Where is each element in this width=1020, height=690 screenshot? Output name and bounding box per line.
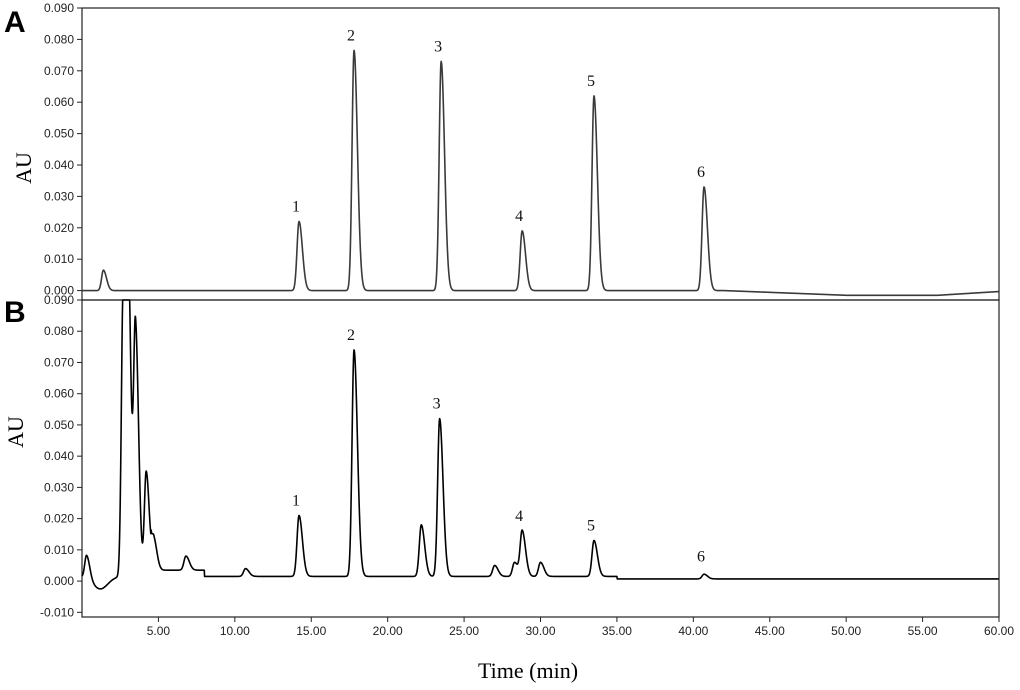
panel-a-trace bbox=[81, 49, 1000, 297]
x-tick-label: 55.00 bbox=[908, 624, 938, 638]
y-tick-label: 0.080 bbox=[44, 32, 74, 46]
panel-a-y-axis-label: AU bbox=[11, 152, 36, 184]
peak-label: 4 bbox=[515, 508, 523, 525]
panel-a-plot: 0.000 0.010 0.020 0.030 0.040 0.050 0.060 0.070… bbox=[44, 1, 1000, 298]
y-tick-label: 0.090 bbox=[44, 293, 74, 307]
y-tick-label: 0.050 bbox=[44, 127, 74, 141]
peak-label: 1 bbox=[292, 492, 300, 509]
y-tick-label: 0.030 bbox=[44, 189, 74, 203]
y-tick-label: 0.080 bbox=[44, 324, 74, 338]
panel-letter-b: B bbox=[4, 296, 26, 329]
y-tick-label: 0.070 bbox=[44, 64, 74, 78]
x-tick-label: 25.00 bbox=[449, 624, 479, 638]
x-tick-label: 20.00 bbox=[373, 624, 403, 638]
panel-b-frame bbox=[81, 299, 1000, 618]
peak-label: 5 bbox=[587, 73, 595, 90]
y-tick-label: 0.090 bbox=[44, 1, 74, 15]
y-tick-label: 0.040 bbox=[44, 449, 74, 463]
x-tick-label: 45.00 bbox=[755, 624, 785, 638]
peak-label: 6 bbox=[697, 549, 705, 566]
x-tick-label: 40.00 bbox=[678, 624, 708, 638]
y-tick-label: 0.030 bbox=[44, 480, 74, 494]
peak-label: 1 bbox=[292, 199, 300, 216]
panel-b-trace bbox=[81, 299, 1000, 590]
x-tick-label: 5.00 bbox=[147, 624, 171, 638]
x-tick-label: 50.00 bbox=[831, 624, 861, 638]
peak-label: 4 bbox=[515, 208, 523, 225]
x-tick-label: 30.00 bbox=[525, 624, 555, 638]
peak-label: 2 bbox=[347, 27, 355, 44]
panel-b-plot: -0.010 0.000 0.010 0.020 0.030 0.040 0.050 0.06… bbox=[40, 293, 1014, 638]
peak-label: 2 bbox=[347, 327, 355, 344]
y-tick-label: 0.020 bbox=[44, 512, 74, 526]
peak-label: 5 bbox=[587, 517, 595, 534]
peak-label: 3 bbox=[433, 396, 441, 413]
y-tick-label: -0.010 bbox=[40, 605, 74, 619]
x-tick-label: 10.00 bbox=[220, 624, 250, 638]
panel-letter-a: A bbox=[4, 6, 26, 39]
panel-b-y-axis-label: AU bbox=[3, 416, 28, 448]
panel-a-frame bbox=[81, 7, 1000, 301]
y-tick-label: 0.050 bbox=[44, 418, 74, 432]
x-tick-label: 15.00 bbox=[296, 624, 326, 638]
x-tick-label: 60.00 bbox=[984, 624, 1014, 638]
peak-label: 6 bbox=[697, 164, 705, 181]
y-tick-label: 0.040 bbox=[44, 158, 74, 172]
y-tick-label: 0.010 bbox=[44, 252, 74, 266]
peak-label: 3 bbox=[434, 38, 442, 55]
y-tick-label: 0.000 bbox=[44, 284, 74, 298]
y-tick-label: 0.060 bbox=[44, 95, 74, 109]
y-tick-label: 0.070 bbox=[44, 355, 74, 369]
y-tick-label: 0.000 bbox=[44, 574, 74, 588]
x-tick-label: 35.00 bbox=[602, 624, 632, 638]
x-axis-label: Time (min) bbox=[478, 658, 578, 683]
y-tick-label: 0.010 bbox=[44, 543, 74, 557]
y-tick-label: 0.060 bbox=[44, 387, 74, 401]
y-tick-label: 0.020 bbox=[44, 221, 74, 235]
